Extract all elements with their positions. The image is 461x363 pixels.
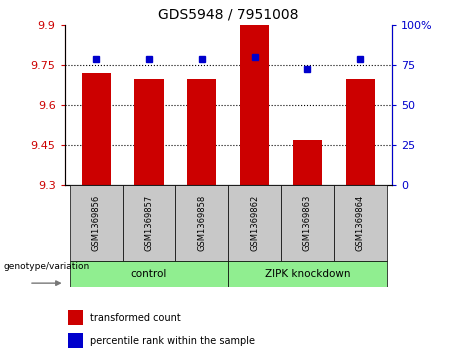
Bar: [68, 310, 83, 325]
Text: transformed count: transformed count: [90, 313, 181, 323]
Text: GSM1369862: GSM1369862: [250, 195, 259, 251]
Text: GSM1369863: GSM1369863: [303, 195, 312, 252]
Bar: [228, 185, 281, 261]
Bar: [228, 261, 387, 287]
Bar: [281, 185, 334, 261]
Bar: [187, 79, 216, 185]
Bar: [123, 185, 175, 261]
Bar: [82, 73, 111, 185]
Bar: [334, 185, 387, 261]
Bar: [240, 25, 269, 185]
Text: control: control: [131, 269, 167, 279]
Bar: [70, 261, 228, 287]
Bar: [70, 185, 123, 261]
Bar: [68, 333, 83, 348]
Bar: [135, 79, 164, 185]
Bar: [175, 185, 228, 261]
Text: genotype/variation: genotype/variation: [3, 262, 89, 271]
Text: percentile rank within the sample: percentile rank within the sample: [90, 336, 255, 346]
Text: GSM1369856: GSM1369856: [92, 195, 100, 251]
Bar: [293, 140, 322, 185]
Title: GDS5948 / 7951008: GDS5948 / 7951008: [158, 8, 298, 21]
Bar: [346, 79, 375, 185]
Text: GSM1369858: GSM1369858: [197, 195, 207, 251]
Text: GSM1369864: GSM1369864: [356, 195, 365, 251]
Text: GSM1369857: GSM1369857: [144, 195, 154, 251]
Text: ZIPK knockdown: ZIPK knockdown: [265, 269, 350, 279]
